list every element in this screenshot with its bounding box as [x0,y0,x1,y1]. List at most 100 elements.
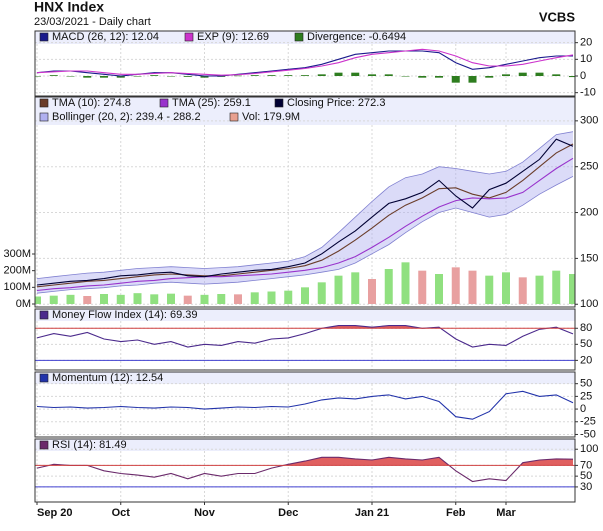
y2-tick-label: 100M [3,281,31,293]
bar [167,76,175,77]
legend-band [35,439,575,451]
line [36,50,574,77]
bar [217,294,226,304]
y-tick-label: 100 [580,443,598,455]
y-tick-label: 20 [580,37,592,49]
bar [435,274,443,304]
legend-swatch [159,98,169,108]
y-tick-label: 200 [580,206,598,218]
bar [35,296,41,304]
y-tick-label: 0 [580,403,586,415]
panel-border [34,371,576,438]
bar [66,294,75,304]
bar [368,74,376,76]
bar [435,76,443,78]
bar [535,275,544,304]
bar [518,277,527,304]
line [36,48,574,76]
y-tick-label: 0 [580,70,586,82]
y2-tick-label: 300M [3,248,31,260]
plot-area [35,42,575,96]
bar [183,295,192,304]
x-tick-label: Sep 20 [37,507,72,519]
legend-swatch [39,98,49,108]
panel-border [34,308,576,371]
bar [334,72,343,76]
bar [234,294,242,304]
x-tick-label: Jan 21 [355,507,389,519]
legend-swatch [274,98,284,108]
legend-swatch [39,112,49,122]
line [36,157,574,292]
y2-tick-label: 200M [3,265,31,277]
chart-title: HNX Index [34,0,104,15]
bar [250,75,259,76]
y-tick-label: 80 [580,322,592,334]
bar [518,72,527,76]
legend-swatch [294,32,304,42]
y-tick-label: 20 [580,354,592,366]
legend-swatch [39,32,49,42]
bar [133,293,142,304]
y-tick-label: 300 [580,115,598,127]
bar [569,274,575,304]
y-tick-label: 250 [580,161,598,173]
y-tick-label: 10 [580,53,592,65]
bar [66,76,75,77]
panel-border [34,30,576,97]
bar [317,74,326,76]
bar [468,76,477,83]
bar [502,272,510,304]
legend-band [35,31,575,44]
y-tick-label: 50 [580,338,592,350]
bar [552,270,561,304]
y-tick-label: -25 [580,416,596,428]
bar [49,295,58,304]
band-fill [37,131,573,294]
legend-swatch [39,310,49,320]
bar [485,76,494,78]
legend-label: Bollinger (20, 2): 239.4 - 288.2 [52,111,201,123]
bar [250,292,259,304]
band-lower [36,176,574,294]
legend-label: Vol: 179.9M [242,111,300,123]
y-tick-label: 100 [580,298,598,310]
bar [451,267,460,304]
legend-label: Momentum (12): 12.54 [52,372,163,384]
legend-label: Closing Price: 272.3 [287,97,385,109]
bar [35,76,41,77]
legend-label: Money Flow Index (14): 69.39 [52,309,198,321]
legend-band [35,309,575,321]
y-tick-label: 50 [580,378,592,390]
bar [569,76,575,78]
bar [200,76,209,78]
bar [552,74,561,76]
bar [116,294,125,304]
bar [535,72,544,76]
bar [49,75,58,76]
y-tick-label: -10 [580,87,596,99]
y-tick-label: 30 [580,481,592,493]
x-tick-label: Nov [194,507,216,519]
line [36,456,574,483]
y-tick-label: 25 [580,390,592,402]
legend-band [35,372,575,384]
bar [418,270,427,304]
bar [451,76,460,83]
x-tick-label: Oct [112,507,131,519]
legend-label: TMA (25): 259.1 [172,97,251,109]
bar [267,75,276,76]
bar [83,76,92,78]
legend-label: MACD (26, 12): 12.04 [52,31,159,43]
panel-border [34,96,576,308]
bar [100,76,108,78]
bar [150,294,159,304]
legend-swatch [39,440,49,450]
bar [384,74,393,76]
legend-band [35,97,575,125]
line [36,138,574,286]
bar [468,270,477,304]
legend-label: TMA (10): 274.8 [52,97,131,109]
bar [284,290,293,304]
line [36,143,574,288]
